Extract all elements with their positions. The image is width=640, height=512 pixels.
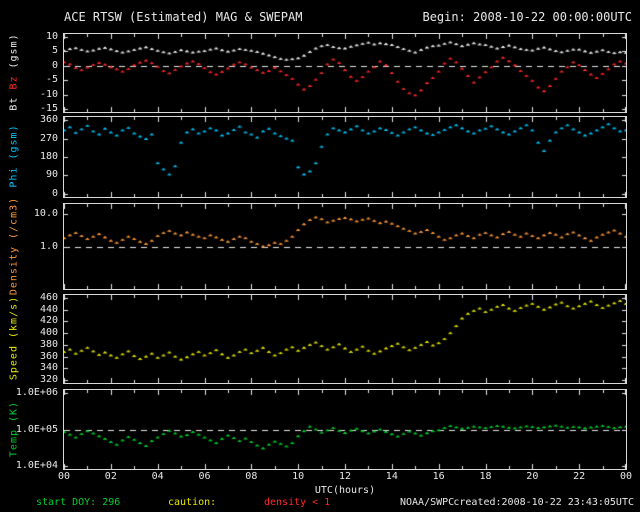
y-axis-label-mag: Bt Bz (gsm) bbox=[9, 33, 20, 110]
y-axis-label-segment: Bz bbox=[8, 68, 20, 90]
x-tick-label: 10 bbox=[292, 471, 305, 482]
y-tick-label: 5 bbox=[51, 45, 58, 57]
y-tick-label: 460 bbox=[39, 291, 58, 303]
y-tick-label: 0 bbox=[51, 59, 58, 71]
y-tick-label: 0 bbox=[51, 187, 58, 199]
panel-density bbox=[63, 203, 627, 290]
x-tick-label: 16 bbox=[432, 471, 445, 482]
panel-mag bbox=[63, 33, 627, 113]
x-axis-label: UTC(hours) bbox=[314, 485, 376, 496]
panel-density-canvas bbox=[64, 204, 626, 289]
panel-temp bbox=[63, 389, 627, 470]
y-tick-label: 380 bbox=[39, 338, 58, 350]
panel-phi-canvas bbox=[64, 117, 626, 197]
x-tick-label: 02 bbox=[104, 471, 117, 482]
y-axis-label-segment: Speed (km/s) bbox=[8, 295, 20, 381]
created-timestamp: created:2008-10-22 23:43:05UTC bbox=[453, 497, 634, 508]
x-axis-ticks: 00 02 04 06 08 10 12 14 16 18 20 22 00 bbox=[0, 471, 640, 483]
caution-label: caution: bbox=[168, 497, 217, 508]
y-axis-label-phi: Phi (gsm) bbox=[9, 124, 20, 187]
panel-phi bbox=[63, 116, 627, 198]
y-tick-label: 360 bbox=[39, 114, 58, 126]
y-tick-label: 1.0E+06 bbox=[15, 387, 58, 399]
x-tick-label: 12 bbox=[338, 471, 352, 482]
y-tick-label: 1.0E+04 bbox=[15, 459, 58, 471]
y-axis-label-segment: Bt bbox=[8, 89, 20, 111]
x-tick-label: 06 bbox=[198, 471, 211, 482]
y-tick-label: 1.0 bbox=[39, 240, 58, 252]
y-tick-label: 1.0E+05 bbox=[15, 423, 58, 435]
y-tick-label: 400 bbox=[39, 327, 58, 339]
y-axis-label-density: Density (/cm3) bbox=[9, 196, 20, 294]
y-tick-label: 10.0 bbox=[33, 207, 58, 219]
y-tick-label: 340 bbox=[39, 362, 58, 374]
x-tick-label: 00 bbox=[57, 471, 71, 482]
y-axis-label-temp: Temp (K) bbox=[9, 400, 20, 456]
x-tick-label: 08 bbox=[245, 471, 258, 482]
y-tick-label: 90 bbox=[45, 169, 58, 181]
begin-timestamp: Begin: 2008-10-22 00:00:00UTC bbox=[422, 10, 632, 24]
y-tick-label: 440 bbox=[39, 303, 58, 315]
panel-speed bbox=[63, 294, 627, 384]
x-tick-label: 04 bbox=[151, 471, 164, 482]
y-tick-label: 360 bbox=[39, 350, 58, 362]
caution-value: density < 1 bbox=[264, 497, 331, 508]
y-axis-label-speed: Speed (km/s) bbox=[9, 296, 20, 380]
panel-mag-canvas bbox=[64, 34, 626, 112]
y-axis-label-segment: (gsm) bbox=[8, 33, 20, 69]
panel-speed-canvas bbox=[64, 295, 626, 383]
x-tick-label: 00 bbox=[619, 471, 633, 482]
y-axis-label-segment: Temp (K) bbox=[8, 400, 20, 457]
y-tick-label: 420 bbox=[39, 315, 58, 327]
start-doy-label: start DOY: 296 bbox=[36, 497, 121, 508]
y-tick-label: -15 bbox=[39, 103, 58, 115]
agency-label: NOAA/SWPC bbox=[400, 497, 455, 508]
y-tick-label: 320 bbox=[39, 374, 58, 386]
x-tick-label: 20 bbox=[526, 471, 539, 482]
y-tick-label: -5 bbox=[45, 74, 58, 86]
x-tick-label: 14 bbox=[385, 471, 398, 482]
y-tick-label: -10 bbox=[39, 88, 58, 100]
x-tick-label: 22 bbox=[573, 471, 586, 482]
plot-title: ACE RTSW (Estimated) MAG & SWEPAM bbox=[64, 10, 303, 24]
x-tick-label: 18 bbox=[479, 471, 492, 482]
y-axis-label-segment: Phi (gsm) bbox=[8, 124, 20, 188]
y-tick-label: 270 bbox=[39, 132, 58, 144]
y-tick-label: 10 bbox=[45, 30, 58, 42]
panel-temp-canvas bbox=[64, 390, 626, 469]
y-axis-label-segment: Density (/cm3) bbox=[8, 196, 20, 295]
y-tick-label: 180 bbox=[39, 151, 58, 162]
